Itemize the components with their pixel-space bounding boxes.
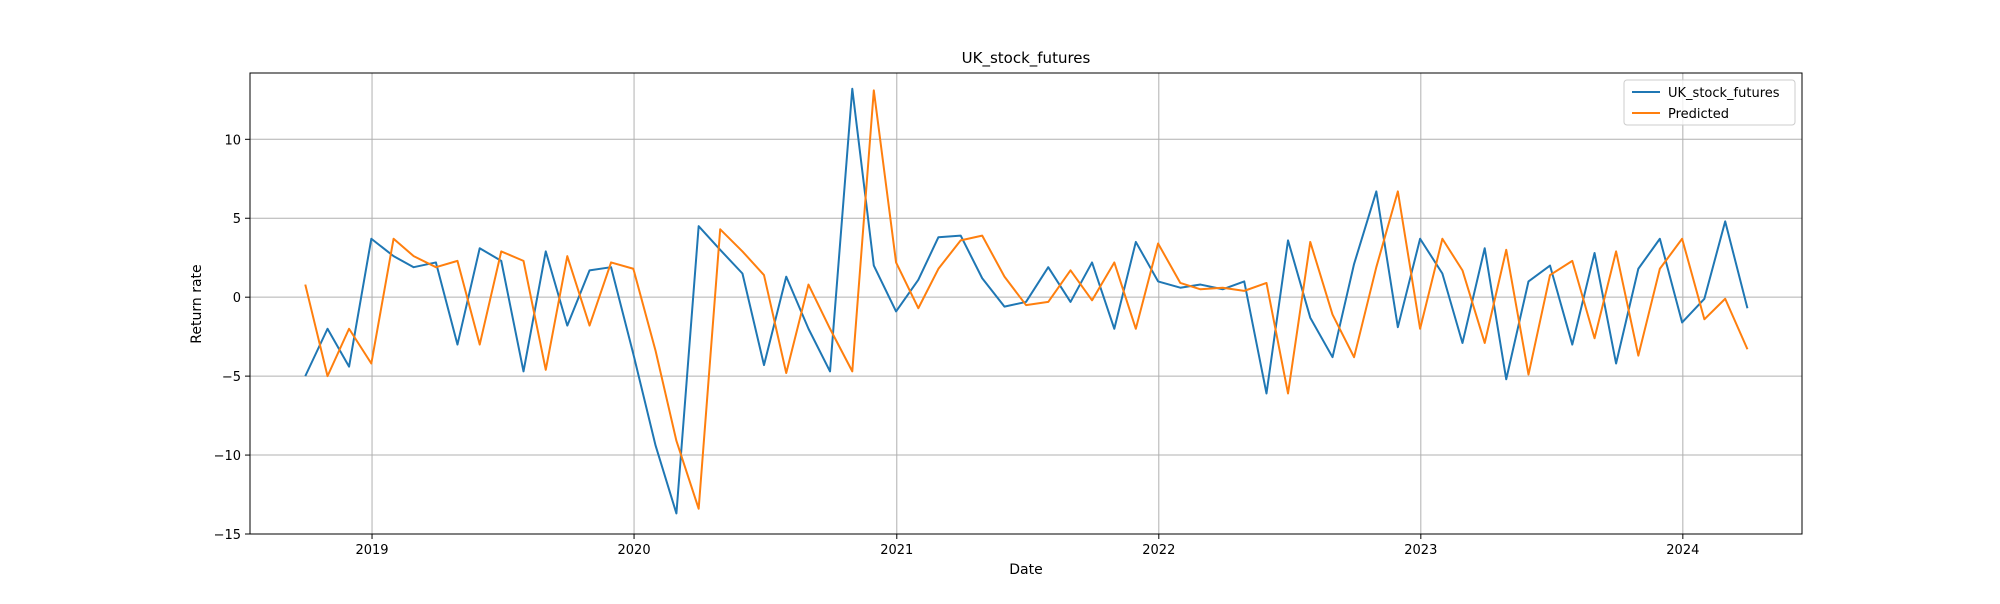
y-tick-label: 10 xyxy=(224,133,241,148)
y-axis-label: Return rate xyxy=(189,264,205,343)
y-tick-label: 0 xyxy=(233,291,241,306)
y-tick-label: −5 xyxy=(222,370,241,385)
y-tick-label: −15 xyxy=(214,528,241,543)
x-tick-label: 2022 xyxy=(1142,543,1175,558)
legend-label: UK_stock_futures xyxy=(1668,86,1780,101)
chart-title: UK_stock_futures xyxy=(962,49,1091,68)
x-axis-ticks: 2019 2020 2021 2022 2023 2024 xyxy=(355,534,1699,558)
y-axis-ticks: −15 −10 −5 0 5 10 xyxy=(214,133,250,543)
x-axis-label: Date xyxy=(1009,562,1042,578)
series-lines xyxy=(304,87,1749,515)
legend: UK_stock_futures Predicted xyxy=(1623,79,1796,126)
y-tick-label: −10 xyxy=(214,449,241,464)
x-tick-label: 2020 xyxy=(618,543,651,558)
legend-label: Predicted xyxy=(1668,107,1729,122)
x-tick-label: 2023 xyxy=(1404,543,1437,558)
legend-box xyxy=(1623,79,1796,126)
series-line-predicted xyxy=(304,89,1749,510)
plot-frame xyxy=(249,72,1803,535)
y-tick-label: 5 xyxy=(233,212,241,227)
x-tick-label: 2021 xyxy=(880,543,913,558)
x-tick-label: 2024 xyxy=(1666,543,1699,558)
x-tick-label: 2019 xyxy=(355,543,388,558)
series-line-uk-stock-futures xyxy=(304,87,1749,515)
